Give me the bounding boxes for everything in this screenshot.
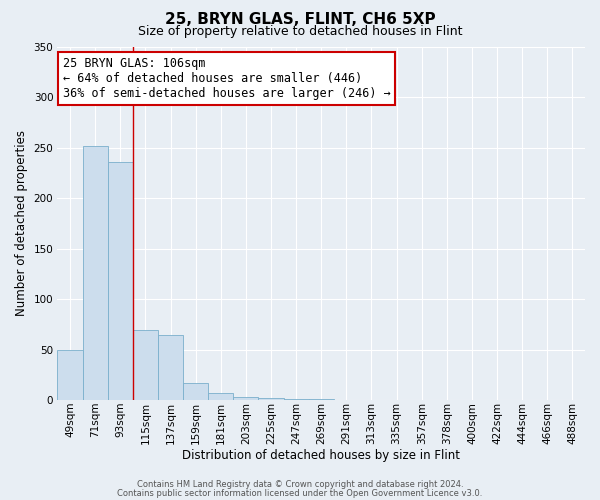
Text: Contains HM Land Registry data © Crown copyright and database right 2024.: Contains HM Land Registry data © Crown c… bbox=[137, 480, 463, 489]
Text: Contains public sector information licensed under the Open Government Licence v3: Contains public sector information licen… bbox=[118, 488, 482, 498]
Bar bbox=[158, 334, 183, 400]
Bar bbox=[259, 398, 284, 400]
Bar bbox=[133, 330, 158, 400]
Bar bbox=[183, 383, 208, 400]
Bar bbox=[208, 394, 233, 400]
Bar bbox=[233, 398, 259, 400]
Bar bbox=[58, 350, 83, 401]
Text: 25 BRYN GLAS: 106sqm
← 64% of detached houses are smaller (446)
36% of semi-deta: 25 BRYN GLAS: 106sqm ← 64% of detached h… bbox=[63, 57, 391, 100]
X-axis label: Distribution of detached houses by size in Flint: Distribution of detached houses by size … bbox=[182, 450, 460, 462]
Text: Size of property relative to detached houses in Flint: Size of property relative to detached ho… bbox=[138, 25, 462, 38]
Text: 25, BRYN GLAS, FLINT, CH6 5XP: 25, BRYN GLAS, FLINT, CH6 5XP bbox=[164, 12, 436, 28]
Bar bbox=[83, 146, 108, 400]
Y-axis label: Number of detached properties: Number of detached properties bbox=[15, 130, 28, 316]
Bar bbox=[108, 162, 133, 400]
